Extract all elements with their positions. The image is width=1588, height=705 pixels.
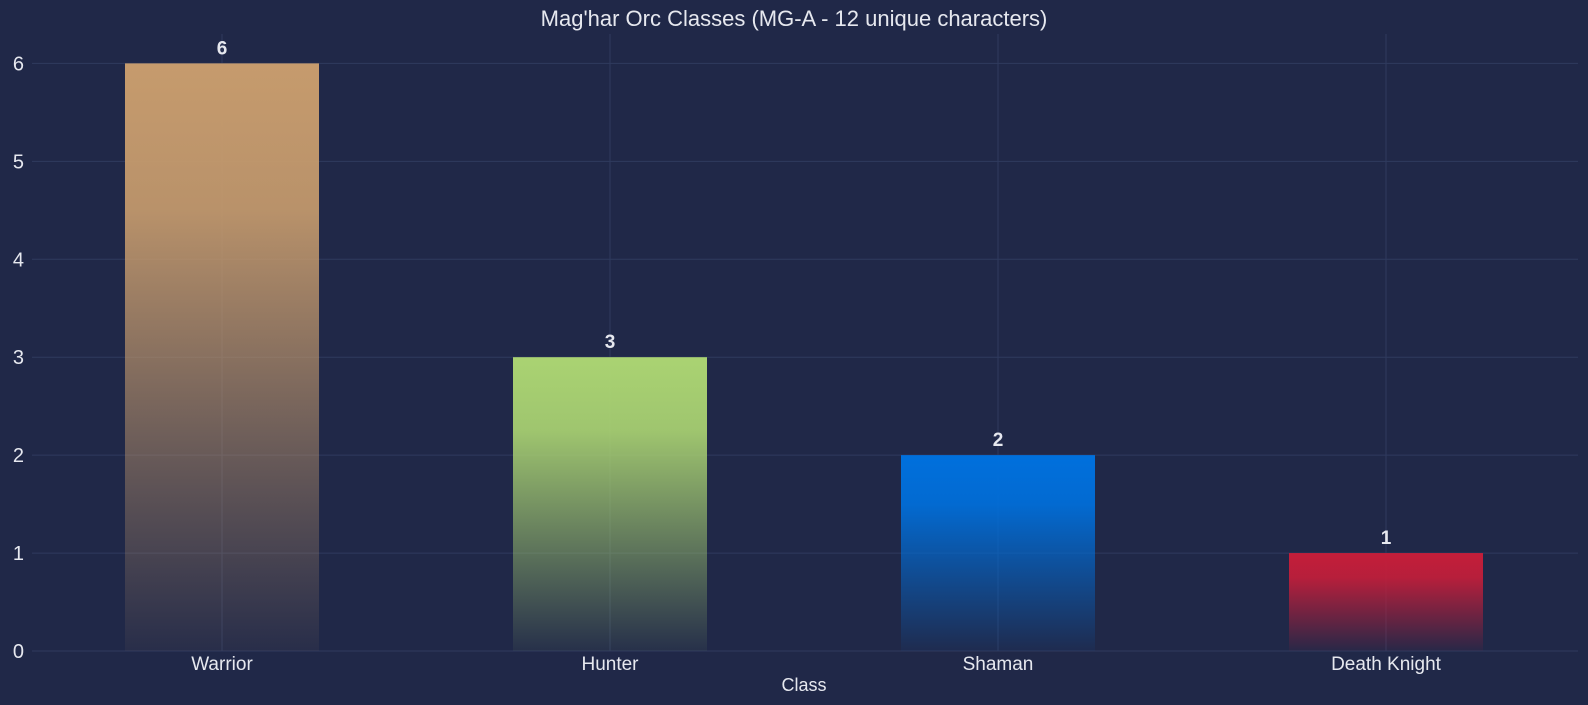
data-label: 3: [605, 332, 616, 353]
y-tick-label: 4: [13, 249, 24, 271]
y-tick-label: 0: [13, 641, 24, 663]
data-labels: 6 3 2 1: [217, 38, 1392, 549]
bar-warrior: [125, 63, 319, 651]
y-tick-label: 6: [13, 53, 24, 75]
x-axis-ticks: Warrior Hunter Shaman Death Knight: [191, 654, 1441, 675]
x-axis-title: Class: [781, 675, 826, 695]
x-tick-label: Shaman: [963, 654, 1034, 675]
data-label: 2: [993, 430, 1004, 451]
y-tick-label: 2: [13, 445, 24, 467]
y-tick-label: 1: [13, 543, 24, 565]
y-axis-ticks: 0 1 2 3 4 5 6: [13, 53, 24, 663]
chart-title: Mag'har Orc Classes (MG-A - 12 unique ch…: [541, 6, 1048, 31]
y-tick-label: 3: [13, 347, 24, 369]
x-tick-label: Death Knight: [1331, 654, 1442, 675]
data-label: 6: [217, 38, 228, 59]
bars: [125, 63, 1483, 651]
x-tick-label: Warrior: [191, 654, 253, 675]
x-tick-label: Hunter: [581, 654, 639, 675]
bar-hunter: [513, 357, 707, 651]
data-label: 1: [1381, 528, 1392, 549]
bar-death-knight: [1289, 553, 1483, 651]
bar-shaman: [901, 455, 1095, 651]
y-tick-label: 5: [13, 151, 24, 173]
